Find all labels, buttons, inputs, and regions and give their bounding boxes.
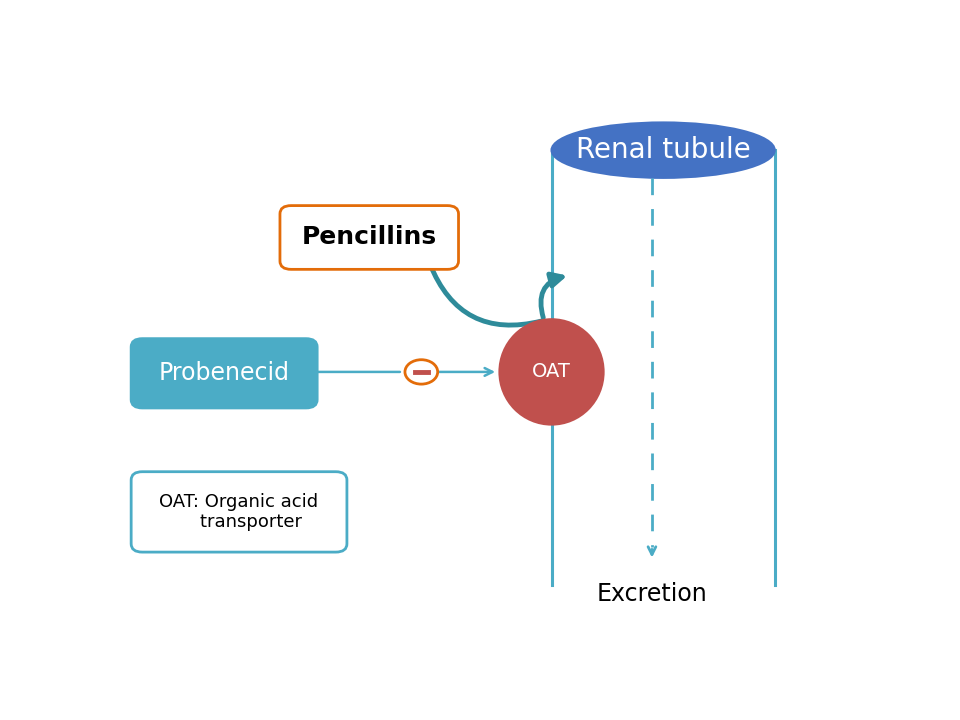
Ellipse shape bbox=[551, 122, 775, 178]
Text: Probenecid: Probenecid bbox=[158, 361, 290, 385]
FancyArrowPatch shape bbox=[540, 274, 563, 318]
FancyBboxPatch shape bbox=[132, 338, 317, 408]
FancyArrowPatch shape bbox=[430, 264, 541, 325]
Ellipse shape bbox=[499, 319, 604, 425]
Text: OAT: Organic acid
    transporter: OAT: Organic acid transporter bbox=[159, 492, 319, 531]
FancyBboxPatch shape bbox=[132, 472, 347, 552]
Circle shape bbox=[405, 360, 438, 384]
Text: Renal tubule: Renal tubule bbox=[576, 136, 751, 164]
FancyBboxPatch shape bbox=[280, 206, 459, 269]
Text: Excretion: Excretion bbox=[596, 582, 708, 606]
Text: Pencillins: Pencillins bbox=[301, 225, 437, 249]
Text: OAT: OAT bbox=[532, 362, 571, 382]
